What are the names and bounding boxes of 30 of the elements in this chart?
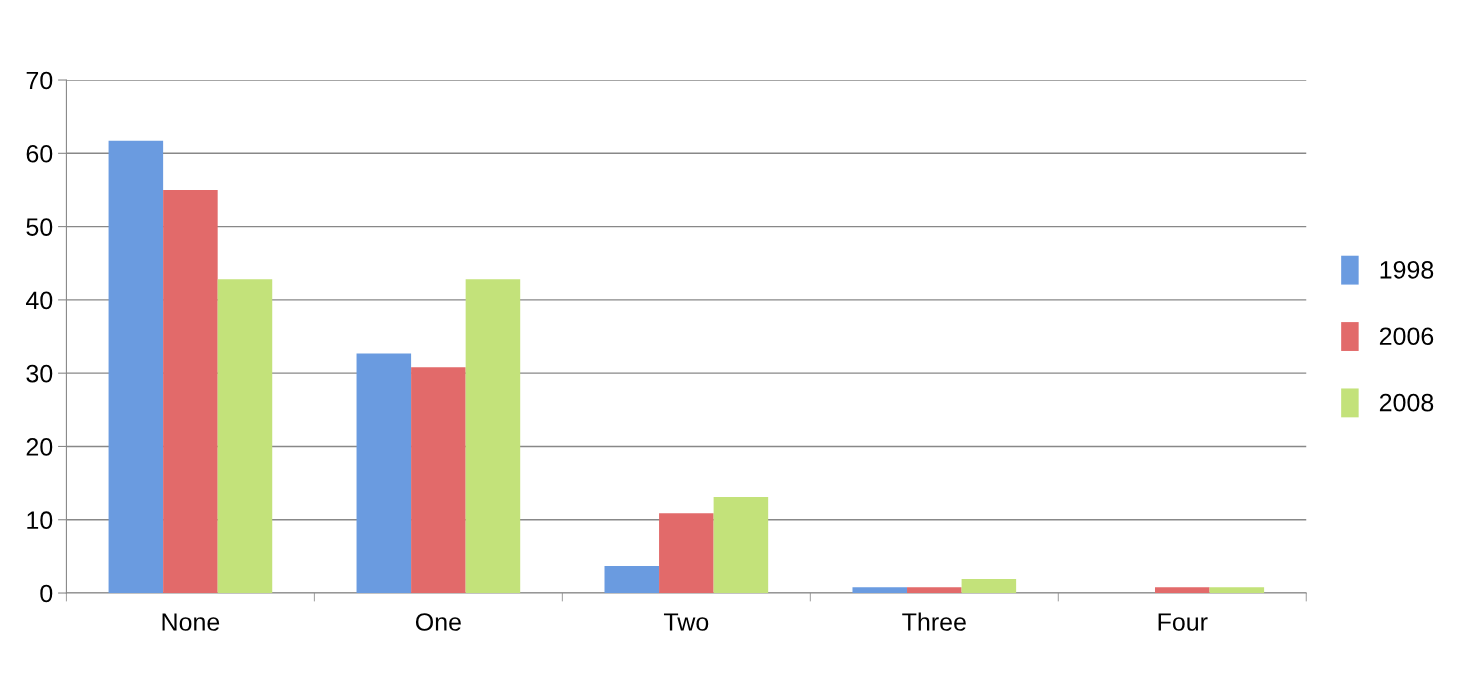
x-tick-label: Two xyxy=(663,613,709,631)
x-tick-label: None xyxy=(162,613,220,631)
bar xyxy=(659,513,714,594)
bar xyxy=(852,587,908,594)
bar xyxy=(713,497,769,594)
bar xyxy=(163,189,218,594)
bar xyxy=(1209,587,1265,594)
x-tick-label: Three xyxy=(902,612,966,631)
legend-label: 2006 xyxy=(1379,327,1434,346)
y-tick-label: 10 xyxy=(27,511,53,530)
y-tick-label: 50 xyxy=(26,218,53,236)
y-tick-label: 70 xyxy=(26,71,53,90)
legend-label: 2008 xyxy=(1379,393,1434,412)
bar xyxy=(604,565,660,594)
x-tick-label: Four xyxy=(1158,613,1208,631)
bar xyxy=(907,587,962,594)
y-tick-label: 20 xyxy=(26,438,53,456)
bar xyxy=(217,279,273,594)
bar xyxy=(1155,587,1210,594)
bar xyxy=(108,140,164,594)
y-tick-label: 0 xyxy=(40,584,53,603)
bar xyxy=(961,579,1017,594)
bar xyxy=(356,353,412,594)
bar xyxy=(465,279,521,594)
x-tick-label: One xyxy=(415,613,461,631)
bar xyxy=(411,367,466,594)
legend-label: 1998 xyxy=(1380,261,1434,279)
y-tick-label: 30 xyxy=(26,364,53,383)
y-tick-label: 40 xyxy=(26,291,53,310)
y-tick-label: 60 xyxy=(26,144,53,163)
